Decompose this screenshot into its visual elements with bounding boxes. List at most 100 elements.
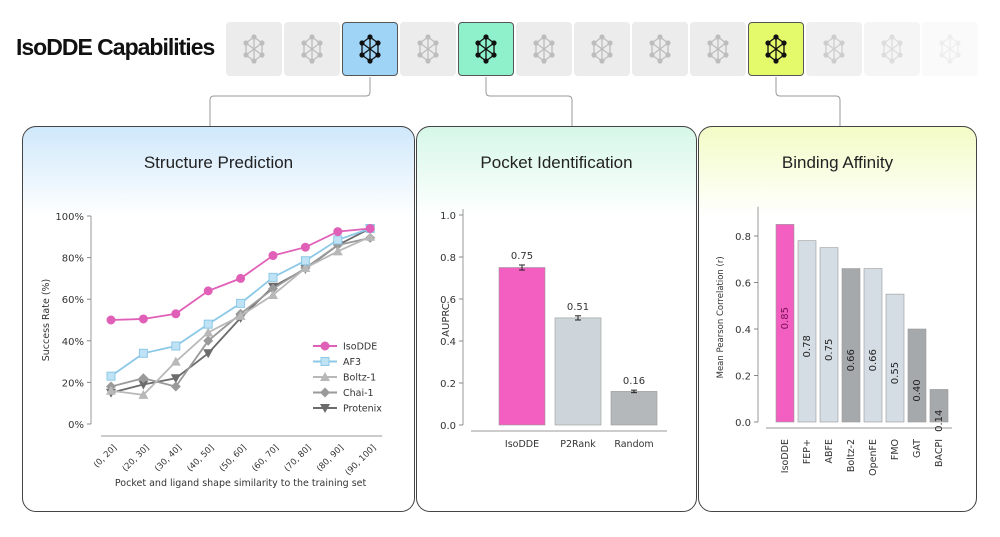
bar-gat [907,328,927,423]
panel-structure-prediction: Structure Prediction 0% 20% 40% 60% 80% 100% (… [22,126,415,512]
data-label: 0.14 [934,410,945,432]
data-point-boltz-1 [106,385,116,395]
capability-tile[interactable] [690,22,746,76]
data-point-isodde [365,223,375,233]
capability-tile[interactable] [632,22,688,76]
bar-chart-pearson: 0.0 0.2 0.4 0.6 0.8 Mean Pearson Correlation … [716,206,952,476]
capability-tile[interactable] [226,22,282,76]
connector-lines [209,77,841,126]
molecule-network-icon [417,34,439,64]
x-axis-label: Pocket and ligand shape similarity to th… [115,478,367,489]
capability-tile[interactable] [748,22,804,76]
y-axis-label: Success Rate (%) [41,279,52,362]
data-point-chai-1 [203,335,214,346]
data-point-isodde [203,286,213,296]
data-label: 0.66 [846,349,857,371]
data-label: 0.75 [511,251,533,262]
x-tick-label: P2Rank [560,439,596,450]
x-tick-label: ABFE [824,439,835,463]
legend-label: IsoDDE [343,342,377,353]
data-point-isodde [138,314,148,324]
data-point-boltz-1 [138,389,149,399]
molecule-network-icon [765,34,787,64]
legend-label: Chai-1 [343,388,374,399]
y-axis-label: Mean Pearson Correlation (r) [716,256,726,378]
bar-boltz-2 [841,268,861,423]
data-point-af3 [203,319,213,329]
data-point-boltz-1 [235,310,246,320]
data-point-protenix [138,380,149,390]
data-label: 0.55 [890,362,901,384]
capability-tile[interactable] [516,22,572,76]
y-tick-label: 60% [62,295,84,306]
x-tick-label: (70, 80] [283,443,314,474]
capability-tile[interactable] [922,22,978,76]
data-point-boltz-1 [170,356,181,366]
data-point-chai-1 [332,240,343,251]
data-point-boltz-1 [300,263,311,272]
molecule-network-icon [359,34,381,64]
data-point-af3 [300,256,310,266]
data-point-isodde [106,315,116,325]
data-point-boltz-1 [332,246,343,256]
data-point-af3 [268,272,278,282]
legend-label: Boltz-1 [343,373,376,384]
bar-fep+ [797,240,817,423]
data-point-af3 [171,341,181,351]
molecule-network-icon [533,34,555,64]
data-point-chai-1 [170,381,181,392]
x-tick-label: (20, 30] [121,443,152,474]
capability-tile[interactable] [806,22,862,76]
line-chart: 0% 20% 40% 60% 80% 100% (0, 20] (20, 30] (30, 40… [41,212,382,489]
molecule-network-icon [707,34,729,64]
bar-fmo [885,293,905,423]
y-axis-label: AUPRC [441,303,452,337]
molecule-network-icon [823,34,845,64]
data-point-af3 [106,371,116,381]
bar-openfe [863,268,883,423]
y-tick-label: 80% [62,254,84,265]
molecule-network-icon [243,34,265,64]
molecule-network-icon [649,34,671,64]
capability-tile[interactable] [400,22,456,76]
capability-tile[interactable] [284,22,340,76]
capability-tile[interactable] [574,22,630,76]
y-tick-label: 0.6 [735,279,751,290]
capability-tile[interactable] [458,22,514,76]
molecule-network-icon [881,34,903,64]
y-tick-label: 0.4 [735,325,751,336]
bar-p2rank [554,317,602,426]
bar-bacpi [929,389,949,423]
bar-abfe [819,247,839,423]
capability-tile[interactable] [864,22,920,76]
data-point-isodde [236,273,246,283]
legend-label: Protenix [343,404,382,415]
legend-marker [320,357,330,366]
data-point-chai-1 [138,373,149,384]
panel-pocket-identification: Pocket Identification 0.0 0.2 0.4 0.6 0.8 1.0… [416,126,697,512]
bar-random [610,391,658,426]
bar-isodde [498,267,546,426]
y-tick-label: 0.0 [440,421,456,432]
data-label: 0.75 [824,339,835,361]
x-tick-label: OpenFE [868,439,879,476]
data-point-chai-1 [268,283,278,294]
y-tick-label: 1.0 [440,211,456,222]
panel-title: Binding Affinity [781,153,894,172]
bar-isodde [775,224,795,423]
data-point-isodde [333,227,343,237]
panel-title: Pocket Identification [480,153,633,172]
x-tick-label: (60, 70] [250,443,281,474]
x-tick-label: (40, 50] [185,443,216,474]
data-point-boltz-1 [268,290,278,300]
x-tick-label: IsoDDE [505,439,539,450]
capability-tile[interactable] [342,22,398,76]
data-point-af3 [333,235,343,245]
y-tick-label: 0% [68,420,84,431]
x-tick-label: (30, 40] [153,443,184,474]
data-label: 0.40 [912,379,923,401]
data-point-af3 [236,298,246,308]
y-tick-label: 0.8 [440,253,456,264]
y-tick-label: 0.0 [735,418,751,429]
